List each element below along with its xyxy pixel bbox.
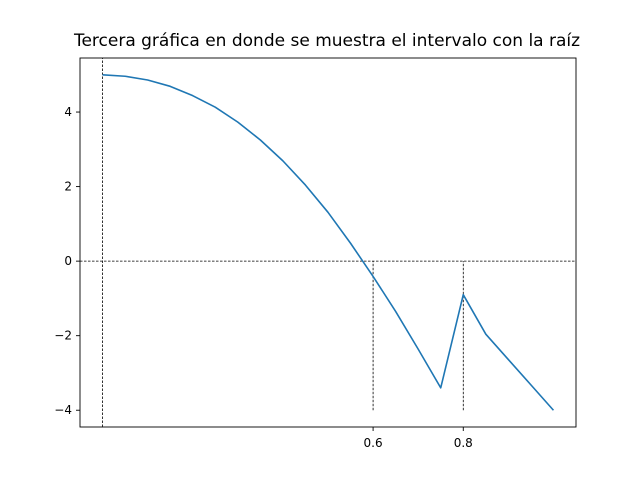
y-tick-label-0: 4 <box>64 105 72 119</box>
x-tick-label-0: 0.6 <box>364 436 383 450</box>
y-tick-label-3: −2 <box>54 329 72 343</box>
x-tick-label-1: 0.8 <box>454 436 473 450</box>
y-tick-label-1: 2 <box>64 180 72 194</box>
y-tick-label-2: 0 <box>64 254 72 268</box>
plot-area: 0.6 0.8 4 2 0 −2 −4 <box>54 57 577 450</box>
y-tick-label-4: −4 <box>54 403 72 417</box>
axes-frame <box>79 57 577 428</box>
chart-title: Tercera gráfica en donde se muestra el i… <box>73 31 580 51</box>
series-line-0 <box>102 73 555 411</box>
